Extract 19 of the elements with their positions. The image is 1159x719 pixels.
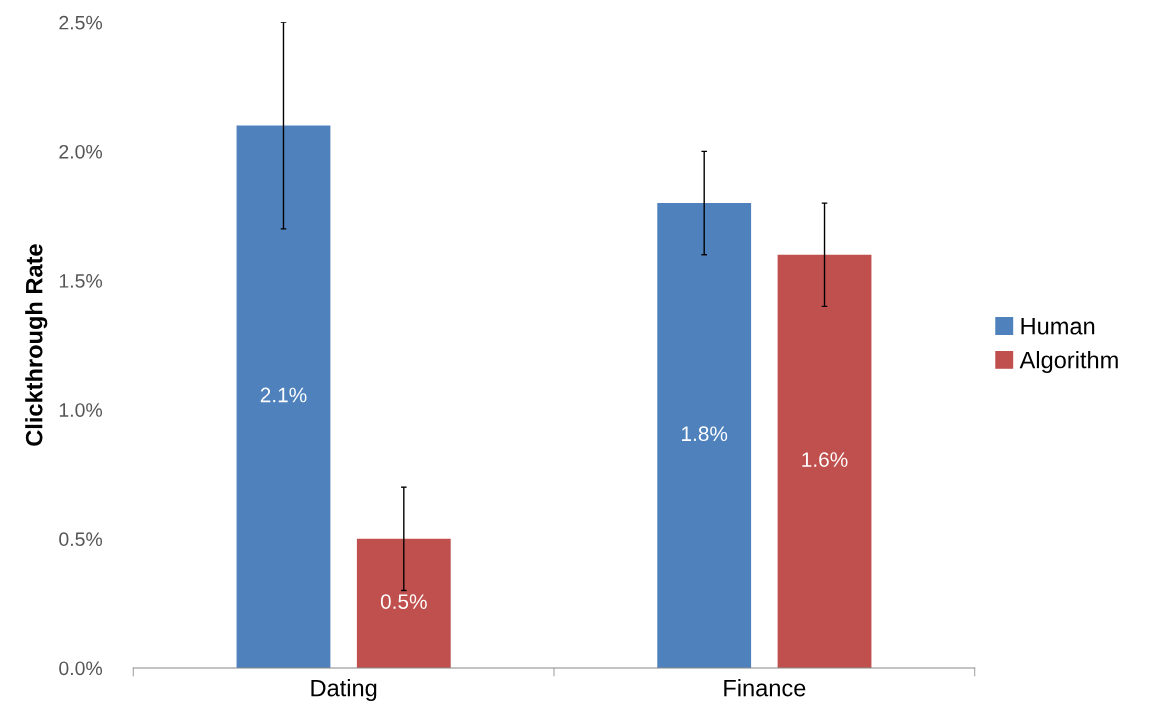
- legend-label: Human: [1021, 318, 1095, 335]
- bar: [356, 538, 451, 668]
- y-tick-label: 1.0%: [59, 403, 103, 417]
- y-axis-title: Clickthrough Rate: [25, 244, 48, 446]
- y-tick-label: 1.5%: [59, 274, 103, 288]
- data-label: 1.6%: [802, 452, 848, 467]
- x-tick-label: Dating: [311, 679, 377, 702]
- y-tick-label: 2.5%: [59, 15, 103, 30]
- data-label: 1.8%: [682, 426, 728, 442]
- y-tick-label: 0.0%: [59, 661, 103, 676]
- bar: [236, 125, 331, 668]
- y-tick-label: 0.5%: [59, 532, 103, 547]
- x-tick-label: Finance: [724, 679, 806, 697]
- legend-label: Algorithm: [1019, 351, 1118, 374]
- data-label: 2.1%: [260, 387, 307, 403]
- data-label: 0.5%: [380, 594, 427, 609]
- y-tick-label: 2.0%: [59, 144, 103, 159]
- bar: [777, 254, 872, 668]
- bar: [657, 203, 752, 668]
